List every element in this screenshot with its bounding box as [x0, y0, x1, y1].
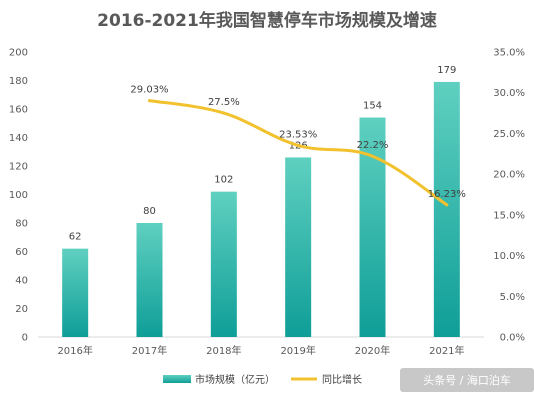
left-tick-label: 100 — [9, 190, 28, 201]
left-tick-label: 180 — [9, 76, 28, 87]
right-tick-label: 20.0% — [493, 170, 525, 181]
x-tick-label: 2017年 — [132, 344, 167, 357]
bar-data-label: 80 — [143, 206, 156, 217]
bar — [136, 223, 163, 337]
watermark-bg — [400, 368, 534, 392]
x-tick-label: 2020年 — [355, 344, 390, 357]
line-point — [296, 143, 300, 147]
line-data-label: 29.03% — [130, 85, 168, 96]
line-data-label: 27.5% — [208, 97, 240, 108]
legend-swatch-bar — [163, 375, 191, 383]
left-tick-label: 0 — [22, 333, 28, 344]
left-tick-label: 80 — [15, 219, 28, 230]
right-tick-label: 25.0% — [493, 129, 525, 140]
x-tick-label: 2021年 — [429, 344, 464, 357]
bar-data-label: 179 — [437, 65, 456, 76]
x-tick-label: 2018年 — [206, 344, 241, 357]
right-tick-label: 10.0% — [493, 251, 525, 262]
bar — [210, 191, 237, 337]
bar-data-label: 154 — [363, 101, 382, 112]
bar — [433, 81, 460, 337]
line-point — [445, 203, 449, 207]
bar — [62, 248, 89, 337]
right-tick-label: 15.0% — [493, 210, 525, 221]
legend-label-line: 同比增长 — [322, 373, 362, 386]
right-tick-label: 35.0% — [493, 48, 525, 59]
bar-data-label: 62 — [69, 232, 82, 243]
left-axis: 0 20 40 60 80 100 120 140 160 180 200 — [9, 48, 28, 344]
line-data-label: 22.2% — [357, 140, 389, 151]
right-tick-label: 5.0% — [500, 292, 525, 303]
bar — [285, 157, 312, 337]
left-tick-label: 40 — [15, 276, 28, 287]
chart-title: 2016-2021年我国智慧停车市场规模及增速 — [97, 10, 437, 31]
bar-labels: 6280102126154179 — [69, 65, 457, 243]
x-tick-label: 2016年 — [57, 344, 92, 357]
right-axis: 0.0% 5.0% 10.0% 15.0% 20.0% 25.0% 30.0% 35.0% — [493, 48, 525, 344]
line-point — [148, 99, 151, 103]
left-tick-label: 120 — [9, 162, 28, 173]
left-tick-label: 200 — [9, 48, 28, 59]
bar-data-label: 102 — [214, 175, 233, 186]
line-labels: 29.03% 27.5% 23.53% 22.2% 16.23% — [130, 85, 465, 200]
line-data-label: 23.53% — [279, 129, 317, 140]
watermark-text: 头条号 / 海口泊车 — [423, 373, 511, 387]
legend-label-bar: 市场规模（亿元） — [195, 373, 275, 386]
right-tick-label: 0.0% — [500, 333, 525, 344]
line-point — [222, 111, 226, 115]
line-series — [148, 99, 449, 207]
left-tick-label: 20 — [15, 304, 28, 315]
line-point — [371, 154, 374, 158]
x-tick-label: 2019年 — [280, 344, 315, 357]
watermark: 头条号 / 海口泊车 — [400, 368, 534, 392]
left-tick-label: 60 — [15, 247, 28, 258]
legend: 市场规模（亿元） 同比增长 — [163, 373, 362, 386]
line-data-label: 16.23% — [428, 189, 466, 200]
left-tick-label: 140 — [9, 133, 28, 144]
right-tick-label: 30.0% — [493, 88, 525, 99]
bar-series — [62, 81, 460, 337]
left-tick-label: 160 — [9, 105, 28, 116]
x-axis: 2016年 2017年 2018年 2019年 2020年 2021年 — [57, 344, 464, 357]
